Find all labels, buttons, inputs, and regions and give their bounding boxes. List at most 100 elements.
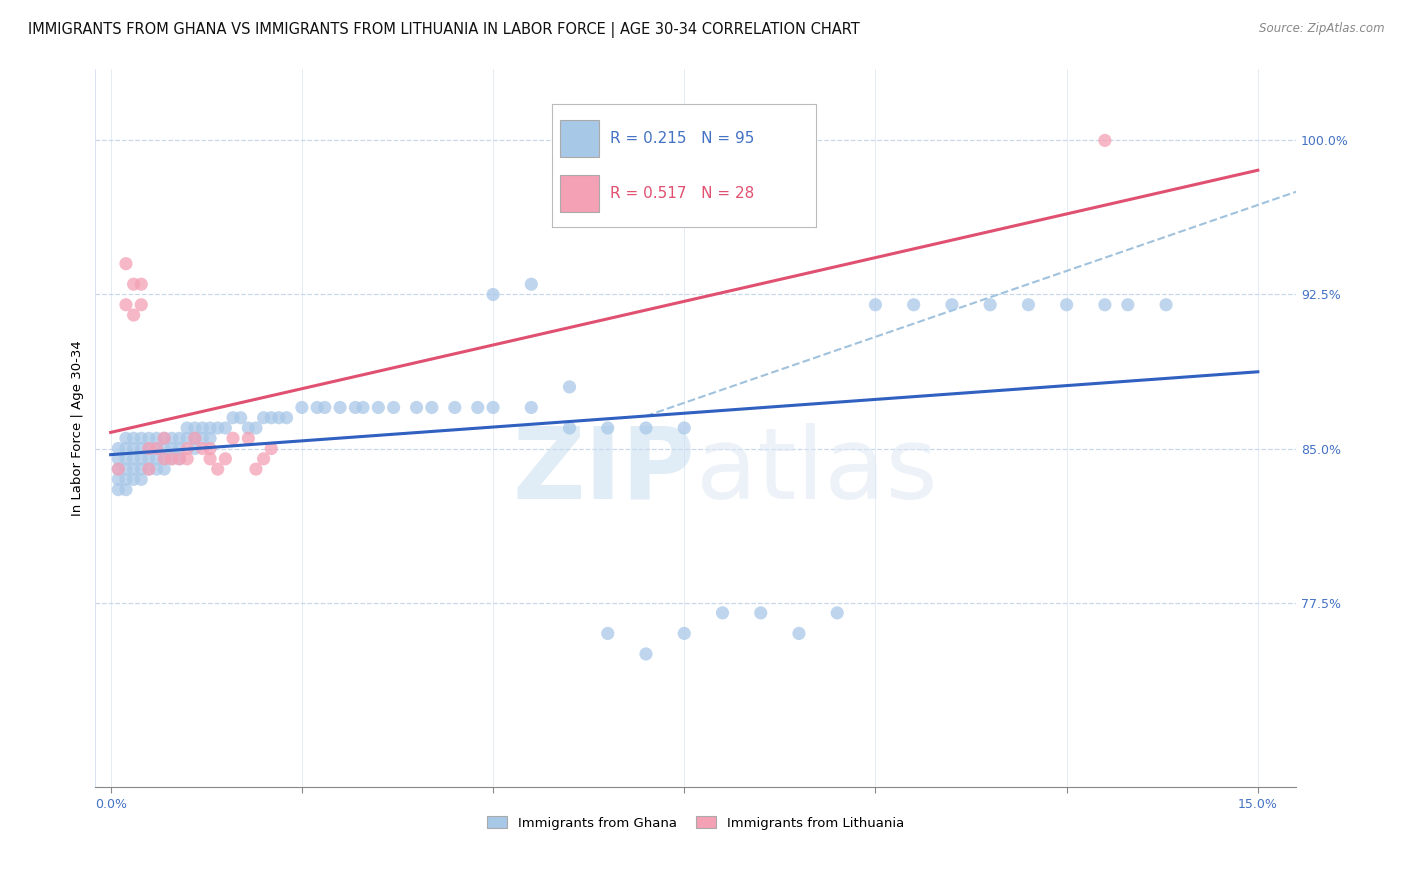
- Text: Source: ZipAtlas.com: Source: ZipAtlas.com: [1260, 22, 1385, 36]
- Point: [207, 421, 229, 435]
- Point: [129, 431, 152, 445]
- Point: [711, 606, 734, 620]
- Point: [115, 472, 138, 486]
- Point: [129, 451, 152, 466]
- Point: [145, 451, 167, 466]
- Point: [115, 298, 138, 312]
- Point: [129, 472, 152, 486]
- Point: [673, 421, 696, 435]
- Point: [191, 431, 214, 445]
- Point: [153, 451, 176, 466]
- Y-axis label: In Labor Force | Age 30-34: In Labor Force | Age 30-34: [72, 340, 84, 516]
- Point: [169, 451, 191, 466]
- Point: [176, 421, 198, 435]
- Point: [138, 431, 160, 445]
- Point: [214, 451, 236, 466]
- Point: [198, 451, 221, 466]
- Point: [138, 442, 160, 456]
- Point: [214, 421, 236, 435]
- Point: [145, 442, 167, 456]
- Point: [191, 421, 214, 435]
- Point: [129, 442, 152, 456]
- Point: [184, 442, 207, 456]
- Point: [558, 380, 581, 394]
- Point: [314, 401, 336, 415]
- Point: [153, 431, 176, 445]
- Point: [245, 421, 267, 435]
- Point: [153, 462, 176, 476]
- Point: [176, 451, 198, 466]
- Point: [903, 298, 925, 312]
- Point: [596, 626, 619, 640]
- Point: [222, 431, 245, 445]
- Point: [367, 401, 389, 415]
- Point: [160, 451, 183, 466]
- Point: [138, 462, 160, 476]
- Point: [238, 431, 260, 445]
- Point: [184, 431, 207, 445]
- Point: [122, 442, 145, 456]
- Point: [153, 451, 176, 466]
- Point: [1154, 298, 1177, 312]
- Point: [467, 401, 489, 415]
- Point: [382, 401, 405, 415]
- Point: [443, 401, 465, 415]
- Point: [245, 462, 267, 476]
- Point: [420, 401, 443, 415]
- Point: [941, 298, 963, 312]
- Point: [115, 483, 138, 497]
- Point: [153, 442, 176, 456]
- Point: [107, 483, 129, 497]
- Point: [520, 277, 543, 292]
- Point: [307, 401, 329, 415]
- Point: [169, 442, 191, 456]
- Point: [122, 451, 145, 466]
- Point: [122, 431, 145, 445]
- Point: [184, 431, 207, 445]
- Point: [238, 421, 260, 435]
- Point: [160, 442, 183, 456]
- Point: [176, 442, 198, 456]
- Point: [222, 410, 245, 425]
- Point: [191, 442, 214, 456]
- Point: [160, 451, 183, 466]
- Point: [115, 257, 138, 271]
- Point: [184, 421, 207, 435]
- Point: [634, 421, 657, 435]
- Point: [122, 277, 145, 292]
- Point: [329, 401, 352, 415]
- Point: [291, 401, 314, 415]
- Point: [198, 421, 221, 435]
- Point: [107, 462, 129, 476]
- Text: ZIP: ZIP: [513, 423, 696, 520]
- Point: [129, 277, 152, 292]
- Point: [749, 606, 772, 620]
- Point: [107, 451, 129, 466]
- Point: [107, 442, 129, 456]
- Point: [169, 431, 191, 445]
- Point: [138, 442, 160, 456]
- Point: [207, 462, 229, 476]
- Point: [252, 410, 274, 425]
- Point: [115, 442, 138, 456]
- Point: [138, 451, 160, 466]
- Point: [1017, 298, 1039, 312]
- Point: [344, 401, 367, 415]
- Text: atlas: atlas: [696, 423, 938, 520]
- Point: [122, 308, 145, 322]
- Point: [482, 287, 505, 301]
- Point: [115, 451, 138, 466]
- Point: [122, 462, 145, 476]
- Point: [267, 410, 290, 425]
- Point: [169, 451, 191, 466]
- Point: [1116, 298, 1139, 312]
- Point: [198, 442, 221, 456]
- Point: [138, 462, 160, 476]
- Point: [260, 410, 283, 425]
- Point: [107, 472, 129, 486]
- Point: [825, 606, 848, 620]
- Point: [176, 431, 198, 445]
- Point: [145, 462, 167, 476]
- Point: [115, 462, 138, 476]
- Point: [229, 410, 252, 425]
